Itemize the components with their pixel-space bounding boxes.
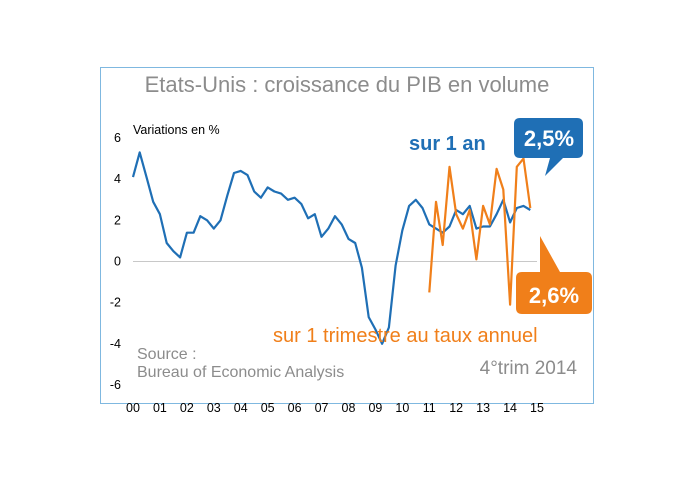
y-tick-label: 0 (114, 255, 121, 269)
x-tick-label: 08 (342, 401, 356, 415)
x-tick-label: 01 (153, 401, 167, 415)
y-tick-label: 4 (114, 172, 121, 186)
x-tick-label: 10 (395, 401, 409, 415)
x-tick-label: 09 (368, 401, 382, 415)
source-title: Source : (137, 346, 197, 363)
callout-quarterly-box (516, 236, 592, 314)
x-tick-label: 13 (476, 401, 490, 415)
x-tick-label: 00 (126, 401, 140, 415)
y-tick-label: 6 (114, 131, 121, 145)
chart-frame (100, 67, 594, 404)
series-label-quarterly: sur 1 trimestre au taux annuel (273, 325, 538, 347)
callout-annual-box (514, 118, 583, 176)
y-axis-label: Variations en % (133, 123, 220, 137)
x-tick-label: 15 (530, 401, 544, 415)
x-tick-label: 12 (449, 401, 463, 415)
y-tick-label: 2 (114, 213, 121, 227)
callout-quarterly-value: 2,6% (529, 283, 579, 308)
y-tick-label: -4 (110, 337, 121, 351)
x-tick-label: 03 (207, 401, 221, 415)
x-tick-label: 04 (234, 401, 248, 415)
source-text: Bureau of Economic Analysis (137, 364, 344, 381)
x-tick-label: 02 (180, 401, 194, 415)
series-label-annual: sur 1 an (409, 133, 486, 155)
y-tick-label: -2 (110, 296, 121, 310)
x-tick-label: 11 (423, 401, 436, 415)
period-label: 4°trim 2014 (480, 358, 578, 379)
callout-annual-value: 2,5% (524, 126, 574, 151)
x-tick-label: 06 (288, 401, 302, 415)
series-line-annual (131, 151, 531, 345)
series-line-quarterly (428, 157, 532, 306)
y-tick-label: -6 (110, 378, 121, 392)
x-tick-label: 05 (261, 401, 275, 415)
x-tick-label: 14 (503, 401, 517, 415)
chart-title: Etats-Unis : croissance du PIB en volume (144, 72, 550, 97)
x-tick-label: 07 (315, 401, 329, 415)
